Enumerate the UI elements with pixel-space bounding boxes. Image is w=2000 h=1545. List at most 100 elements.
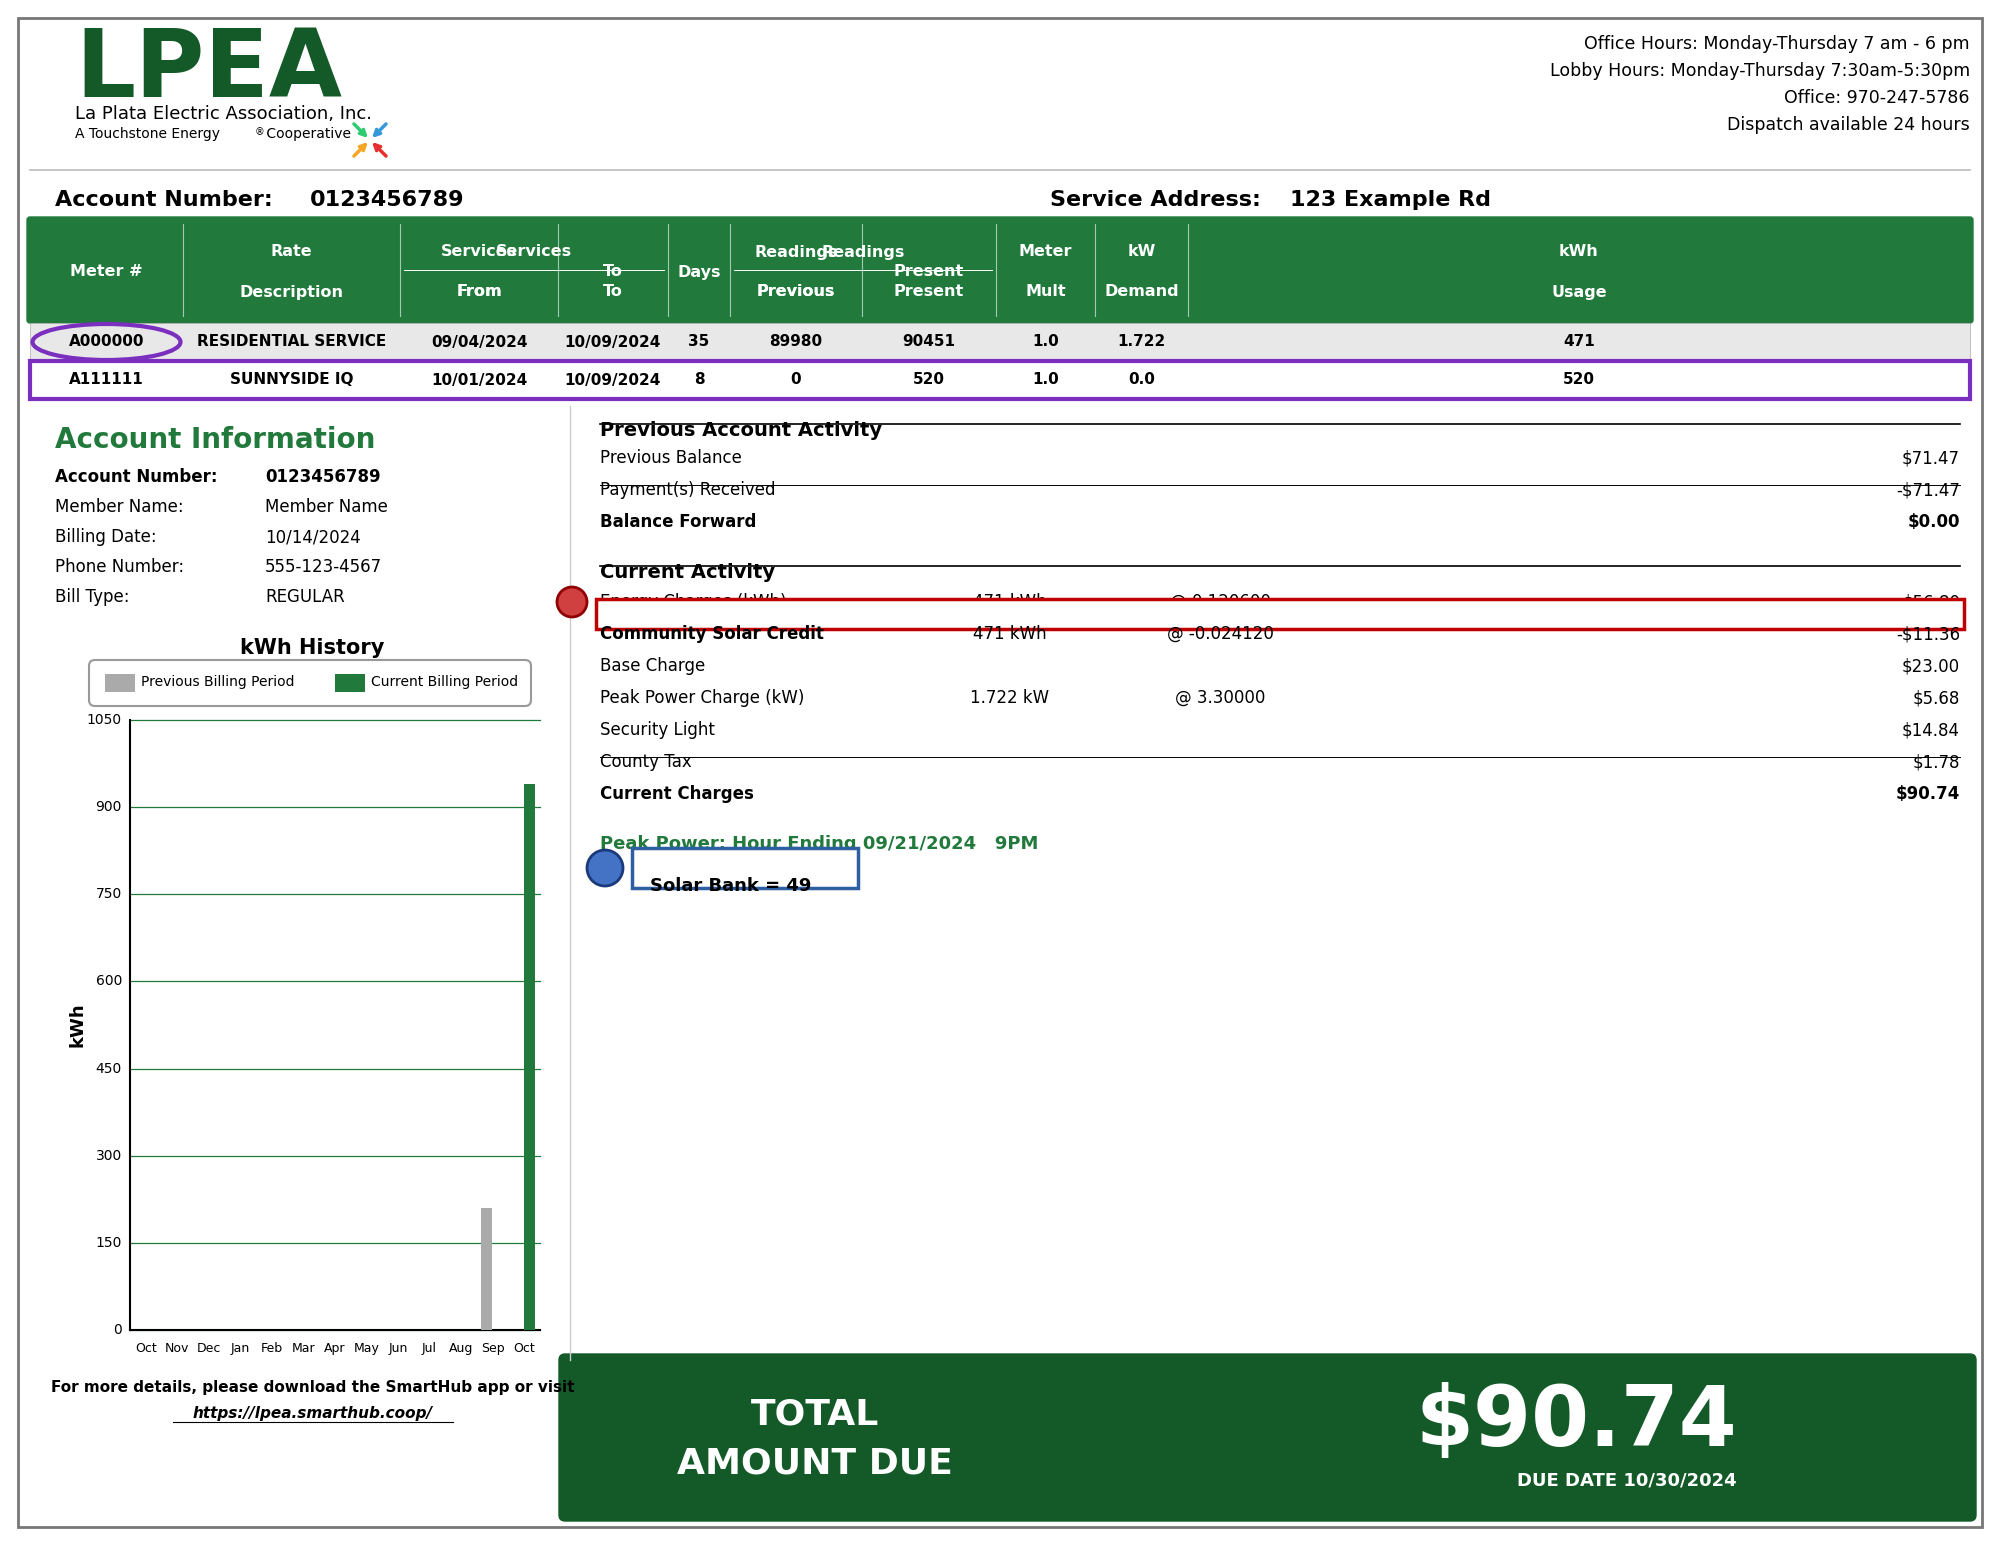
FancyBboxPatch shape bbox=[336, 674, 364, 692]
Text: A111111: A111111 bbox=[70, 372, 144, 388]
Text: $5.68: $5.68 bbox=[1912, 689, 1960, 708]
Text: 520: 520 bbox=[1564, 372, 1596, 388]
Text: -$11.36: -$11.36 bbox=[1896, 626, 1960, 643]
Text: 1.722 kW: 1.722 kW bbox=[970, 689, 1050, 708]
FancyBboxPatch shape bbox=[560, 1353, 1976, 1520]
Text: Description: Description bbox=[240, 284, 344, 300]
Text: $1.78: $1.78 bbox=[1912, 752, 1960, 771]
Text: 471 kWh: 471 kWh bbox=[974, 626, 1046, 643]
Text: 600: 600 bbox=[96, 975, 122, 989]
Text: 555-123-4567: 555-123-4567 bbox=[264, 558, 382, 576]
Text: $0.00: $0.00 bbox=[1908, 513, 1960, 531]
Text: kWh: kWh bbox=[1560, 244, 1598, 260]
Text: Peak Power Charge (kW): Peak Power Charge (kW) bbox=[600, 689, 804, 708]
Text: Account Information: Account Information bbox=[56, 426, 376, 454]
Text: 1.722: 1.722 bbox=[1118, 335, 1166, 349]
Text: Jun: Jun bbox=[388, 1343, 408, 1355]
Text: REGULAR: REGULAR bbox=[264, 589, 344, 606]
Text: Sep: Sep bbox=[480, 1343, 504, 1355]
Text: La Plata Electric Association, Inc.: La Plata Electric Association, Inc. bbox=[76, 105, 372, 124]
Text: Cooperative: Cooperative bbox=[262, 127, 352, 141]
Text: Services: Services bbox=[496, 244, 572, 260]
Text: Previous Account Activity: Previous Account Activity bbox=[600, 420, 882, 440]
Text: 0123456789: 0123456789 bbox=[310, 190, 464, 210]
Text: Balance Forward: Balance Forward bbox=[600, 513, 756, 531]
Text: County Tax: County Tax bbox=[600, 752, 692, 771]
Text: $23.00: $23.00 bbox=[1902, 657, 1960, 675]
FancyBboxPatch shape bbox=[30, 362, 1970, 399]
Text: 1.0: 1.0 bbox=[1032, 335, 1058, 349]
Text: Billing Date:: Billing Date: bbox=[56, 528, 156, 545]
Text: Current Charges: Current Charges bbox=[600, 785, 754, 803]
Text: 1.0: 1.0 bbox=[1032, 372, 1058, 388]
Text: @ 3.30000: @ 3.30000 bbox=[1174, 689, 1266, 708]
FancyBboxPatch shape bbox=[28, 216, 1972, 323]
Text: 8: 8 bbox=[694, 372, 704, 388]
Text: LPEA: LPEA bbox=[76, 25, 342, 117]
Text: Services: Services bbox=[440, 244, 518, 260]
Text: Mar: Mar bbox=[292, 1343, 316, 1355]
Text: Apr: Apr bbox=[324, 1343, 346, 1355]
Text: 471 kWh: 471 kWh bbox=[974, 593, 1046, 610]
Text: @ -0.024120: @ -0.024120 bbox=[1166, 626, 1274, 643]
Text: @ 0.120600: @ 0.120600 bbox=[1170, 593, 1270, 610]
Text: 10/01/2024: 10/01/2024 bbox=[430, 372, 528, 388]
Text: To: To bbox=[604, 284, 622, 300]
Text: Service Address:: Service Address: bbox=[1050, 190, 1268, 210]
Bar bbox=[524, 783, 536, 1330]
FancyBboxPatch shape bbox=[88, 660, 532, 706]
Text: Office Hours: Monday-Thursday 7 am - 6 pm
Lobby Hours: Monday-Thursday 7:30am-5:: Office Hours: Monday-Thursday 7 am - 6 p… bbox=[1550, 36, 1970, 134]
FancyBboxPatch shape bbox=[30, 323, 1970, 362]
Text: RESIDENTIAL SERVICE: RESIDENTIAL SERVICE bbox=[196, 335, 386, 349]
Text: A000000: A000000 bbox=[68, 335, 144, 349]
Text: AMOUNT DUE: AMOUNT DUE bbox=[678, 1446, 952, 1480]
Text: 750: 750 bbox=[96, 887, 122, 901]
Text: 10/14/2024: 10/14/2024 bbox=[264, 528, 360, 545]
Text: Jul: Jul bbox=[422, 1343, 438, 1355]
Text: From: From bbox=[456, 284, 502, 300]
Text: Solar Bank = 49: Solar Bank = 49 bbox=[650, 878, 812, 895]
Text: Account Number:: Account Number: bbox=[56, 190, 280, 210]
Text: $90.74: $90.74 bbox=[1896, 785, 1960, 803]
Text: Aug: Aug bbox=[448, 1343, 474, 1355]
Text: Demand: Demand bbox=[1104, 284, 1178, 300]
Text: Meter #: Meter # bbox=[70, 264, 142, 280]
Text: Nov: Nov bbox=[166, 1343, 190, 1355]
Text: 471: 471 bbox=[1564, 335, 1594, 349]
Text: https://lpea.smarthub.coop/: https://lpea.smarthub.coop/ bbox=[192, 1406, 432, 1421]
Text: Days: Days bbox=[678, 264, 720, 280]
Text: Meter: Meter bbox=[1018, 244, 1072, 260]
Text: A Touchstone Energy: A Touchstone Energy bbox=[76, 127, 220, 141]
Text: Peak Power: Hour Ending 09/21/2024   9PM: Peak Power: Hour Ending 09/21/2024 9PM bbox=[600, 834, 1038, 853]
Text: For more details, please download the SmartHub app or visit: For more details, please download the Sm… bbox=[50, 1380, 574, 1395]
Text: Previous: Previous bbox=[756, 284, 836, 300]
Text: TOTAL: TOTAL bbox=[750, 1397, 880, 1431]
Text: 0: 0 bbox=[114, 1323, 122, 1336]
Text: Readings: Readings bbox=[822, 244, 904, 260]
Text: Dec: Dec bbox=[196, 1343, 222, 1355]
Text: Previous Balance: Previous Balance bbox=[600, 450, 742, 467]
FancyBboxPatch shape bbox=[596, 599, 1964, 629]
Text: 10/09/2024: 10/09/2024 bbox=[564, 372, 662, 388]
Text: $71.47: $71.47 bbox=[1902, 450, 1960, 467]
Text: ®: ® bbox=[256, 127, 264, 138]
Text: 35: 35 bbox=[688, 335, 710, 349]
Text: -$71.47: -$71.47 bbox=[1896, 480, 1960, 499]
Text: 0.0: 0.0 bbox=[1128, 372, 1154, 388]
Text: 450: 450 bbox=[96, 1061, 122, 1075]
Text: Present: Present bbox=[894, 264, 964, 280]
FancyBboxPatch shape bbox=[104, 674, 136, 692]
Text: Energy Charges (kWh): Energy Charges (kWh) bbox=[600, 593, 786, 610]
Text: Payment(s) Received: Payment(s) Received bbox=[600, 480, 776, 499]
Text: 10/09/2024: 10/09/2024 bbox=[564, 335, 662, 349]
Text: $90.74: $90.74 bbox=[1416, 1381, 1738, 1463]
Text: Account Number:: Account Number: bbox=[56, 468, 218, 487]
Text: Oct: Oct bbox=[514, 1343, 536, 1355]
Text: 0123456789: 0123456789 bbox=[264, 468, 380, 487]
Text: kW: kW bbox=[1128, 244, 1156, 260]
FancyBboxPatch shape bbox=[632, 848, 858, 888]
Text: 89980: 89980 bbox=[770, 335, 822, 349]
Text: 90451: 90451 bbox=[902, 335, 956, 349]
Text: 900: 900 bbox=[96, 800, 122, 814]
Circle shape bbox=[588, 850, 624, 885]
